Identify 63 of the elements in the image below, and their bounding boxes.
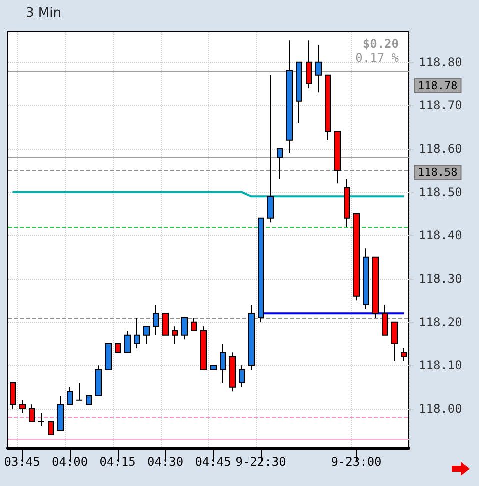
candlestick (38, 412, 45, 427)
x-tick-label: 04:45 (195, 455, 232, 469)
candlestick (29, 404, 35, 422)
candlestick (76, 382, 83, 401)
y-tick-label: 118.10 (419, 358, 462, 373)
candlestick (334, 131, 341, 184)
candlestick (325, 74, 331, 141)
candlestick (48, 422, 54, 436)
candlestick (200, 326, 207, 370)
candlestick (143, 326, 150, 344)
candlestick (57, 396, 64, 432)
x-tick-label: 9-23:00 (331, 455, 382, 469)
candlestick (10, 382, 16, 410)
candlestick (353, 214, 360, 302)
chart-title: 3 Min (26, 6, 62, 21)
annotation: $0.20 (362, 37, 399, 51)
candlestick (191, 318, 197, 332)
candlestick (162, 313, 169, 336)
candlestick (95, 365, 102, 396)
x-tick-label: 04:30 (147, 455, 184, 469)
y-tick-label: 118.30 (419, 272, 462, 286)
candlestick (210, 365, 217, 370)
candlestick (220, 344, 226, 384)
candlestick (315, 44, 322, 94)
candlestick (363, 248, 369, 310)
candlestick (115, 344, 121, 354)
candlestick (153, 304, 159, 336)
candlestick (401, 348, 407, 362)
candlestick (306, 40, 312, 89)
candlestick (296, 62, 302, 124)
y-tick-label: 118.00 (419, 402, 462, 416)
y-tick-label: 118.60 (419, 142, 462, 156)
y-tick-label: 118.20 (419, 315, 462, 330)
x-tick-label: 04:00 (52, 455, 88, 469)
candlestick (248, 304, 255, 370)
candlestick (391, 322, 398, 362)
y-tick-label: 118.70 (419, 98, 462, 113)
x-tick-label: 04:15 (100, 455, 136, 469)
candlestick (267, 74, 274, 224)
candlestick (181, 318, 188, 340)
ref-line-label: 118.78 (418, 80, 458, 92)
candlestick (105, 344, 112, 370)
x-tick-label: 03:45 (4, 455, 40, 469)
candlestick (67, 386, 73, 406)
candlestick (86, 396, 92, 406)
annotation: 0.17 % (356, 51, 400, 65)
candlestick (382, 304, 388, 336)
y-tick-label: 118.80 (419, 55, 462, 70)
candlestick (286, 40, 293, 154)
candlestick (19, 400, 26, 414)
candlestick (258, 218, 264, 323)
x-tick-label: 9-22:30 (236, 455, 286, 469)
candlestick (229, 352, 236, 392)
candlestick (124, 330, 131, 354)
ref-line-label: 118.58 (418, 166, 458, 180)
y-tick-label: 118.50 (419, 185, 462, 200)
candlestick (172, 326, 178, 344)
candlestick (277, 148, 283, 180)
candlestick (239, 365, 245, 388)
candlestick (344, 178, 350, 228)
candlestick (134, 318, 140, 349)
candlestick (372, 256, 379, 318)
y-tick-label: 118.40 (419, 228, 462, 243)
